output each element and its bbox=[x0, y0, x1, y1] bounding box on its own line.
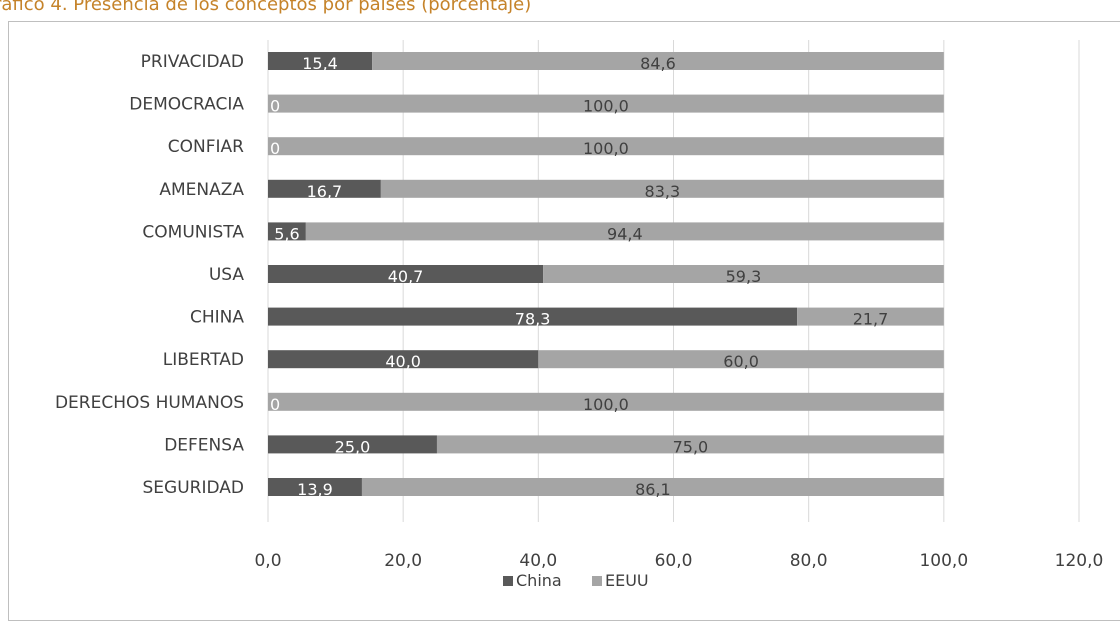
bar-eeuu bbox=[268, 94, 944, 113]
bar-eeuu bbox=[797, 307, 944, 326]
chart-area: 0,0 20,0 40,0 60,0 80,0 100,0 120,0 PRIVACIDAD 1… bbox=[8, 21, 1120, 621]
x-tick-label: 0,0 bbox=[254, 551, 281, 571]
legend-label-china: China bbox=[516, 571, 562, 590]
data-label-china: 13,9 bbox=[297, 480, 333, 499]
bar-eeuu bbox=[372, 52, 944, 70]
bar-chart: 0,0 20,0 40,0 60,0 80,0 100,0 120,0 PRIVACIDAD 1… bbox=[55, 40, 1104, 590]
bar-china bbox=[268, 179, 381, 198]
data-label-china: 40,7 bbox=[388, 267, 424, 286]
category-label: DERECHOS HUMANOS bbox=[55, 393, 244, 413]
x-tick-label: 100,0 bbox=[919, 551, 968, 571]
data-label-eeuu: 100,0 bbox=[583, 395, 629, 414]
data-label-china: 0 bbox=[270, 139, 280, 158]
category-label: AMENAZA bbox=[159, 180, 244, 200]
bar-eeuu bbox=[361, 478, 944, 496]
x-tick-label: 60,0 bbox=[655, 551, 693, 571]
x-tick-label: 80,0 bbox=[790, 551, 828, 571]
data-label-eeuu: 100,0 bbox=[583, 139, 629, 158]
x-tick-label: 40,0 bbox=[519, 551, 557, 571]
bar-eeuu bbox=[268, 137, 944, 156]
figure-caption: ráfico 4. Presencia de los conceptos por… bbox=[0, 0, 532, 15]
data-label-eeuu: 94,4 bbox=[607, 224, 643, 243]
data-label-eeuu: 21,7 bbox=[853, 310, 889, 329]
data-label-china: 25,0 bbox=[335, 437, 371, 456]
x-tick-label: 120,0 bbox=[1055, 551, 1104, 571]
bar-eeuu bbox=[305, 222, 944, 241]
bar-eeuu bbox=[380, 179, 944, 198]
data-label-china: 40,0 bbox=[385, 352, 421, 371]
bar-eeuu bbox=[436, 435, 944, 454]
category-label: COMUNISTA bbox=[142, 222, 244, 242]
data-label-eeuu: 60,0 bbox=[723, 352, 759, 371]
data-label-eeuu: 86,1 bbox=[635, 480, 671, 499]
bar-china bbox=[268, 307, 798, 326]
bar-china bbox=[268, 222, 306, 241]
data-label-eeuu: 100,0 bbox=[583, 97, 629, 116]
bar-china bbox=[268, 350, 539, 369]
category-label: CHINA bbox=[190, 308, 244, 328]
bar-eeuu bbox=[538, 350, 944, 369]
data-label-china: 0 bbox=[270, 395, 280, 414]
bar-china bbox=[268, 265, 544, 283]
data-label-eeuu: 83,3 bbox=[645, 182, 681, 201]
category-label: LIBERTAD bbox=[163, 350, 244, 370]
bar-eeuu bbox=[543, 265, 944, 283]
category-label: SEGURIDAD bbox=[143, 478, 245, 498]
bar-china bbox=[268, 478, 362, 496]
x-tick-label: 20,0 bbox=[384, 551, 422, 571]
bar-china bbox=[268, 435, 437, 454]
category-label: DEFENSA bbox=[164, 435, 244, 455]
data-label-china: 16,7 bbox=[307, 182, 343, 201]
legend-label-eeuu: EEUU bbox=[605, 571, 649, 590]
category-label: DEMOCRACIA bbox=[129, 95, 244, 115]
legend-swatch-china bbox=[503, 576, 513, 586]
category-label: CONFIAR bbox=[168, 137, 244, 157]
data-label-china: 0 bbox=[270, 97, 280, 116]
data-label-eeuu: 59,3 bbox=[726, 267, 762, 286]
data-label-china: 78,3 bbox=[515, 310, 551, 329]
bar-china bbox=[268, 52, 373, 70]
category-label: PRIVACIDAD bbox=[141, 52, 244, 72]
data-label-china: 15,4 bbox=[302, 54, 338, 73]
data-label-china: 5,6 bbox=[274, 224, 299, 243]
bar-eeuu bbox=[268, 392, 944, 411]
category-label: USA bbox=[209, 265, 245, 285]
data-label-eeuu: 84,6 bbox=[640, 54, 676, 73]
legend-swatch-eeuu bbox=[592, 576, 602, 586]
data-label-eeuu: 75,0 bbox=[673, 437, 709, 456]
